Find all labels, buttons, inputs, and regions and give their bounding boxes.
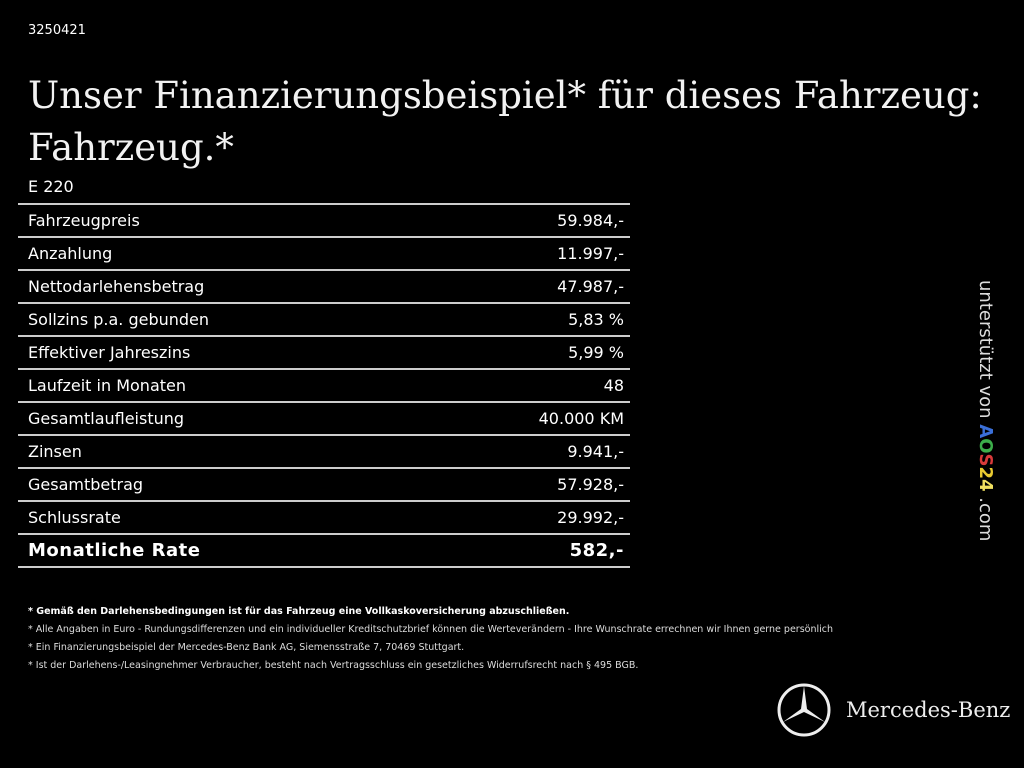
table-row: Laufzeit in Monaten 48 [18, 370, 630, 403]
footnote: * Gemäß den Darlehensbedingungen ist für… [28, 606, 570, 617]
table-row: Fahrzeugpreis 59.984,- [18, 205, 630, 238]
table-row-total: Monatliche Rate 582,- [18, 535, 630, 568]
table-row: Anzahlung 11.997,- [18, 238, 630, 271]
table-row: Schlussrate 29.992,- [18, 502, 630, 535]
row-value: 29.992,- [557, 508, 624, 527]
row-value: 57.928,- [557, 475, 624, 494]
logo-letter: S [975, 453, 996, 467]
brand-name: Mercedes-Benz [846, 698, 1011, 722]
table-row: Sollzins p.a. gebunden 5,83 % [18, 304, 630, 337]
footnote: * Ist der Darlehens-/Leasingnehmer Verbr… [28, 660, 639, 671]
finance-table: Fahrzeugpreis 59.984,- Anzahlung 11.997,- Ne… [18, 203, 630, 568]
row-label: Schlussrate [28, 508, 121, 527]
row-label: Sollzins p.a. gebunden [28, 310, 210, 329]
mercedes-star-icon [777, 683, 831, 737]
row-value: 5,83 % [568, 310, 624, 329]
row-label: Fahrzeugpreis [28, 211, 140, 230]
row-value: 47.987,- [557, 277, 624, 296]
support-prefix: unterstützt von [975, 280, 996, 425]
row-value: 40.000 KM [538, 409, 624, 428]
row-label: Gesamtbetrag [28, 475, 144, 494]
table-row: Zinsen 9.941,- [18, 436, 630, 469]
footnote: * Alle Angaben in Euro - Rundungsdiffere… [28, 624, 833, 635]
logo-letter: 4 [975, 479, 996, 492]
row-label: Laufzeit in Monaten [28, 376, 187, 395]
page-title: Unser Finanzierungsbeispiel* für dieses … [28, 74, 982, 169]
row-value: 48 [603, 376, 624, 395]
logo-letter: O [975, 438, 996, 454]
support-credit: unterstützt von AOS24 .com [975, 280, 996, 541]
row-label: Nettodarlehensbetrag [28, 277, 205, 296]
table-row: Gesamtbetrag 57.928,- [18, 469, 630, 502]
table-row: Nettodarlehensbetrag 47.987,- [18, 271, 630, 304]
row-label: Anzahlung [28, 244, 113, 263]
footnotes: * Gemäß den Darlehensbedingungen ist für… [28, 603, 833, 675]
row-label: Zinsen [28, 442, 82, 461]
aos24-logo: AOS24 [975, 424, 996, 491]
row-value: 59.984,- [557, 211, 624, 230]
logo-letter: A [975, 424, 996, 439]
row-value: 11.997,- [557, 244, 624, 263]
table-row: Gesamtlaufleistung 40.000 KM [18, 403, 630, 436]
table-row: Effektiver Jahreszins 5,99 % [18, 337, 630, 370]
model-name: E 220 [28, 177, 74, 196]
row-label: Monatliche Rate [28, 540, 201, 561]
listing-id: 3250421 [28, 23, 86, 38]
row-value: 582,- [569, 540, 624, 561]
row-label: Effektiver Jahreszins [28, 343, 191, 362]
row-value: 5,99 % [568, 343, 624, 362]
row-label: Gesamtlaufleistung [28, 409, 185, 428]
support-suffix: .com [975, 491, 996, 542]
mercedes-brand: Mercedes-Benz [776, 682, 1010, 738]
row-value: 9.941,- [567, 442, 624, 461]
footnote: * Ein Finanzierungsbeispiel der Mercedes… [28, 642, 465, 653]
logo-letter: 2 [975, 466, 996, 480]
